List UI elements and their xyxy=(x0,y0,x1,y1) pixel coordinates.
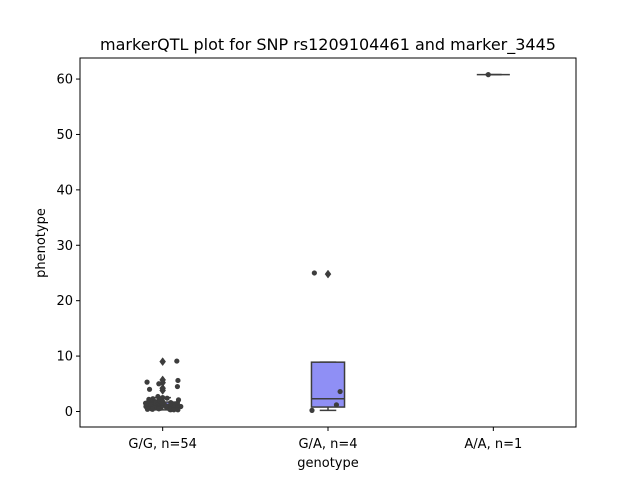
y-tick-label: 60 xyxy=(56,73,73,88)
box-group xyxy=(309,269,346,413)
box-group xyxy=(142,357,184,413)
data-point xyxy=(174,383,181,390)
data-point xyxy=(160,395,166,401)
x-axis: G/G, n=54 G/A, n=4 A/A, n=1 xyxy=(128,427,522,452)
data-point xyxy=(175,407,181,413)
data-point xyxy=(146,386,153,392)
data-point xyxy=(155,393,161,400)
data-point xyxy=(156,381,162,387)
data-point xyxy=(485,72,491,78)
y-tick-label: 20 xyxy=(56,294,73,309)
box-group xyxy=(476,72,510,78)
box xyxy=(310,361,346,408)
x-tick-label: G/A, n=4 xyxy=(298,437,357,452)
x-tick-label: A/A, n=1 xyxy=(464,437,522,452)
y-tick-label: 0 xyxy=(65,405,73,420)
y-tick-label: 10 xyxy=(56,350,73,365)
data-point xyxy=(144,379,150,385)
data-point xyxy=(309,407,315,413)
y-axis: 0 10 20 30 40 50 60 xyxy=(56,73,80,420)
data-point xyxy=(175,377,181,384)
outlier-marker xyxy=(324,269,332,279)
y-tick-label: 50 xyxy=(56,128,73,143)
data-point xyxy=(156,406,162,412)
data-point xyxy=(171,407,177,413)
data-point xyxy=(144,406,151,412)
data-point xyxy=(175,397,182,403)
y-axis-title: phenotype xyxy=(34,208,49,278)
data-point xyxy=(333,402,340,408)
data-point xyxy=(164,395,170,401)
outlier-marker xyxy=(159,375,166,385)
x-tick-label: G/G, n=54 xyxy=(128,437,196,452)
x-axis-title: genotype xyxy=(297,456,358,471)
data-point xyxy=(149,406,156,412)
y-tick-label: 40 xyxy=(56,183,73,198)
data-point xyxy=(174,358,180,364)
y-tick-label: 30 xyxy=(56,239,73,254)
outlier-marker xyxy=(159,383,166,393)
data-point xyxy=(311,270,317,276)
chart-title: markerQTL plot for SNP rs1209104461 and … xyxy=(100,35,556,55)
data-point xyxy=(337,388,343,395)
outlier-marker xyxy=(159,357,166,367)
plot-area xyxy=(142,72,510,413)
